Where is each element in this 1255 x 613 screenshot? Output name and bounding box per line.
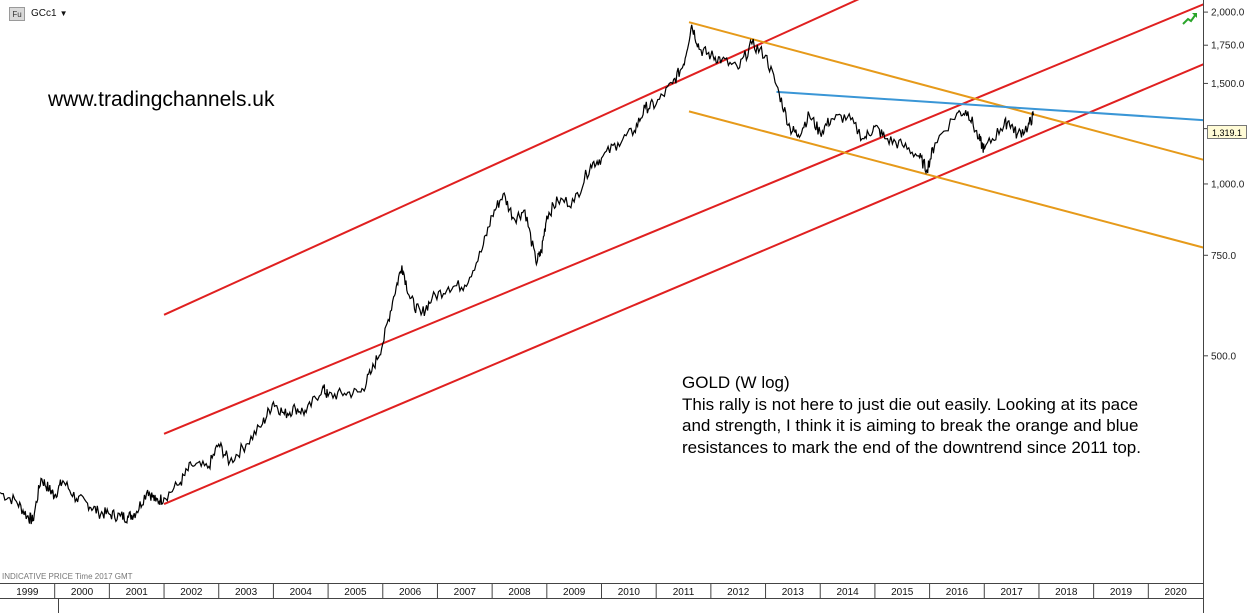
year-tick-label: 2007	[454, 587, 477, 598]
year-tick-label: 2014	[836, 587, 859, 598]
chart-toolbar: Fu GCc1 ▼	[0, 0, 1203, 32]
time-axis[interactable]: 1999 2000 2001 2002 2003 2004 2005 2006 2007 2008…	[0, 583, 1203, 613]
price-tick-label: 1,750.0	[1211, 41, 1245, 52]
trendline-5[interactable]	[688, 110, 1215, 252]
last-price-label: 1,319.1	[1207, 125, 1247, 139]
price-tick-label: 1,500.0	[1211, 79, 1245, 90]
price-series-line	[0, 24, 1035, 525]
instrument-code[interactable]: GCc1	[31, 8, 57, 19]
plot-background	[0, 0, 1203, 583]
year-tick-label: 2010	[618, 587, 641, 598]
year-tick-label: 2006	[399, 587, 422, 598]
year-tick-label: 2012	[727, 587, 750, 598]
instrument-type-badge[interactable]: Fu	[9, 7, 25, 21]
price-tick-label: 500.0	[1211, 351, 1236, 362]
trendline-4[interactable]	[688, 21, 1215, 164]
annotation-title: GOLD (W log)	[682, 373, 790, 392]
year-tick-label: 2001	[126, 587, 149, 598]
trendline-6[interactable]	[776, 90, 1215, 122]
year-tick-label: 1999	[16, 587, 39, 598]
year-tick-label: 2003	[235, 587, 258, 598]
trendline-1[interactable]	[163, 0, 973, 316]
year-tick-label: 2005	[344, 587, 367, 598]
trendlines	[163, 0, 1215, 505]
trendline-3[interactable]	[163, 58, 1215, 505]
year-tick-label: 2013	[782, 587, 805, 598]
price-tick-label: 2,000.0	[1211, 8, 1245, 19]
year-tick-label: 2017	[1000, 587, 1023, 598]
instrument-dropdown-icon[interactable]: ▼	[59, 9, 68, 18]
chart-annotation: GOLD (W log) This rally is not here to j…	[682, 372, 1162, 458]
price-axis[interactable]: 500.0750.01,000.01,250.01,500.01,750.02,…	[1203, 0, 1255, 613]
website-watermark: www.tradingchannels.uk	[48, 88, 275, 111]
indicative-price-note: INDICATIVE PRICE Time 2017 GMT	[2, 572, 133, 581]
year-tick-label: 2018	[1055, 587, 1078, 598]
year-tick-label: 2004	[290, 587, 313, 598]
price-tick-label: 1,000.0	[1211, 179, 1245, 190]
plot-area	[0, 0, 1215, 583]
year-tick-label: 2008	[508, 587, 531, 598]
year-tick-label: 2020	[1165, 587, 1188, 598]
year-tick-label: 2016	[946, 587, 969, 598]
year-tick-label: 2009	[563, 587, 586, 598]
price-tick-label: 750.0	[1211, 251, 1236, 262]
price-axis-background	[1203, 0, 1255, 613]
year-tick-label: 2000	[71, 587, 94, 598]
trend-up-arrow-icon[interactable]	[1182, 11, 1198, 25]
year-tick-label: 2015	[891, 587, 914, 598]
annotation-body: This rally is not here to just die out e…	[682, 394, 1141, 457]
year-tick-label: 2019	[1110, 587, 1133, 598]
year-tick-label: 2011	[673, 587, 695, 598]
time-axis-ticks: 1999 2000 2001 2002 2003 2004 2005 2006 2007 2008…	[16, 584, 1187, 598]
trendline-2[interactable]	[163, 0, 1215, 435]
year-tick-label: 2002	[180, 587, 203, 598]
